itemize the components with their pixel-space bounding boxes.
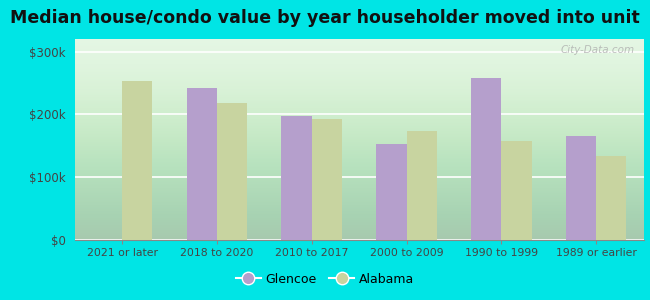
Bar — [471, 78, 501, 240]
Text: City-Data.com: City-Data.com — [561, 45, 635, 55]
Bar — [187, 88, 217, 240]
Bar — [217, 103, 247, 240]
Legend: Glencoe, Alabama: Glencoe, Alabama — [231, 268, 419, 291]
Bar — [596, 157, 627, 240]
Text: Median house/condo value by year householder moved into unit: Median house/condo value by year househo… — [10, 9, 640, 27]
Bar — [501, 141, 532, 240]
Bar — [376, 144, 406, 240]
Bar — [566, 136, 596, 240]
Bar — [406, 131, 437, 240]
Bar — [312, 119, 342, 240]
Bar — [281, 116, 312, 240]
Bar — [122, 81, 153, 240]
